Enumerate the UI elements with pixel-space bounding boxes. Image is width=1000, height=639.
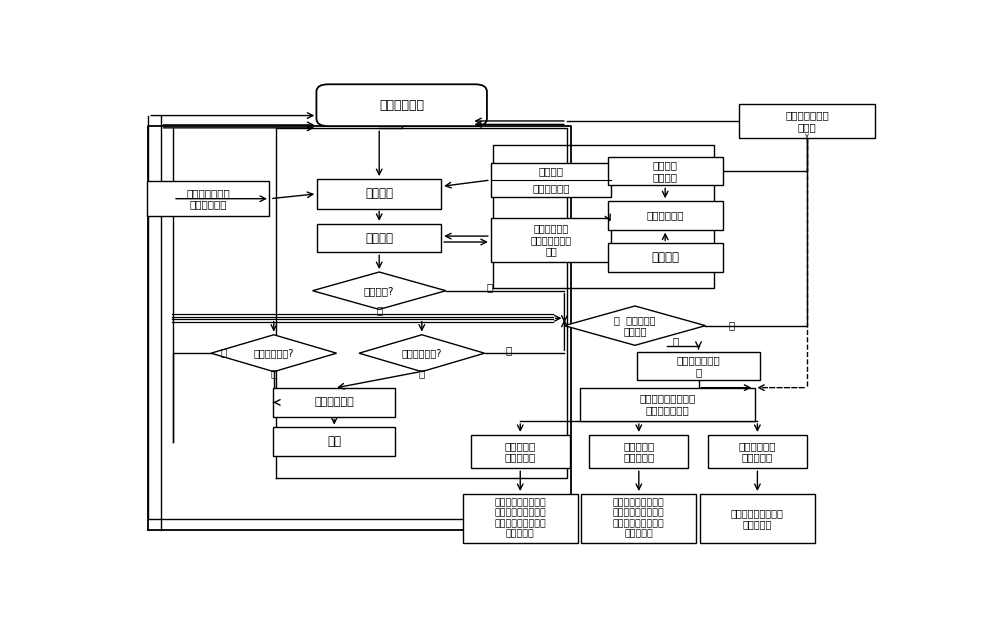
Text: 负荷、天气、温
度等预测信息: 负荷、天气、温 度等预测信息 (186, 188, 230, 210)
Polygon shape (359, 335, 485, 372)
Text: 人机对话: 人机对话 (651, 251, 679, 265)
FancyBboxPatch shape (316, 84, 487, 126)
Text: 进行新风险的预防控
制方案的制定，同时
继续原风险状态下的
一系列进程: 进行新风险的预防控 制方案的制定，同时 继续原风险状态下的 一系列进程 (613, 498, 665, 539)
Text: 在线规则生成: 在线规则生成 (646, 210, 684, 220)
Text: 进行新风险的预防控
制方案的制定，同时
终止原风险状态下的
一系列进程: 进行新风险的预防控 制方案的制定，同时 终止原风险状态下的 一系列进程 (494, 498, 546, 539)
FancyBboxPatch shape (581, 494, 696, 543)
Text: 存储: 存储 (327, 435, 341, 449)
Text: 是: 是 (672, 336, 678, 346)
Polygon shape (313, 272, 446, 309)
FancyBboxPatch shape (491, 219, 611, 262)
Polygon shape (211, 335, 337, 372)
FancyBboxPatch shape (708, 435, 807, 468)
Text: 历史信息: 历史信息 (539, 166, 564, 176)
FancyBboxPatch shape (589, 435, 688, 468)
FancyBboxPatch shape (463, 494, 578, 543)
FancyBboxPatch shape (273, 427, 395, 456)
Text: 风险状态辨识: 风险状态辨识 (379, 98, 424, 112)
Text: 判断决策: 判断决策 (365, 231, 393, 245)
Text: 智能算法
自动生成: 智能算法 自动生成 (653, 160, 678, 182)
Text: 是: 是 (419, 368, 425, 378)
FancyBboxPatch shape (608, 201, 723, 229)
Text: 无新风险出现
原风险存在: 无新风险出现 原风险存在 (739, 441, 776, 463)
Text: 否: 否 (729, 321, 735, 330)
Text: 是: 是 (486, 282, 492, 292)
Text: 上  状态是否为
风险状态: 上 状态是否为 风险状态 (614, 315, 656, 337)
FancyBboxPatch shape (608, 157, 723, 185)
Text: 风险状态?: 风险状态? (364, 286, 394, 296)
Text: 实时多源信息: 实时多源信息 (532, 183, 570, 194)
Text: 风险状态连续跟
踪: 风险状态连续跟 踪 (677, 355, 720, 377)
Text: 指标计算: 指标计算 (365, 187, 393, 200)
Text: 累计超标时间: 累计超标时间 (314, 397, 354, 408)
Text: 继续原风险状态下的
一系列进程: 继续原风险状态下的 一系列进程 (731, 508, 784, 529)
FancyBboxPatch shape (580, 388, 755, 421)
FancyBboxPatch shape (608, 243, 723, 272)
Text: 新风险出现
原风险存在: 新风险出现 原风险存在 (623, 441, 654, 463)
Text: 风险源及风险类型辨
识、判断与比较: 风险源及风险类型辨 识、判断与比较 (639, 394, 696, 415)
FancyBboxPatch shape (147, 181, 269, 217)
FancyBboxPatch shape (317, 224, 441, 252)
FancyBboxPatch shape (273, 388, 395, 417)
FancyBboxPatch shape (471, 435, 570, 468)
Text: 规则库、知识
库、专家库、风
险库: 规则库、知识 库、专家库、风 险库 (531, 224, 572, 257)
Text: 电气指标超标?: 电气指标超标? (254, 348, 294, 358)
Text: 新风险出现
原风险消失: 新风险出现 原风险消失 (505, 441, 536, 463)
Text: 否: 否 (506, 345, 512, 355)
Text: 否: 否 (220, 347, 227, 357)
FancyBboxPatch shape (491, 163, 611, 197)
Text: 是: 是 (271, 368, 277, 378)
Polygon shape (564, 306, 705, 345)
FancyBboxPatch shape (739, 104, 875, 137)
Text: 告警指标超标?: 告警指标超标? (402, 348, 442, 358)
FancyBboxPatch shape (317, 179, 441, 208)
FancyBboxPatch shape (637, 351, 760, 380)
FancyBboxPatch shape (700, 494, 815, 543)
Text: 否: 否 (376, 305, 382, 316)
Text: 风险源和风险类
型辨识: 风险源和风险类 型辨识 (785, 110, 829, 132)
